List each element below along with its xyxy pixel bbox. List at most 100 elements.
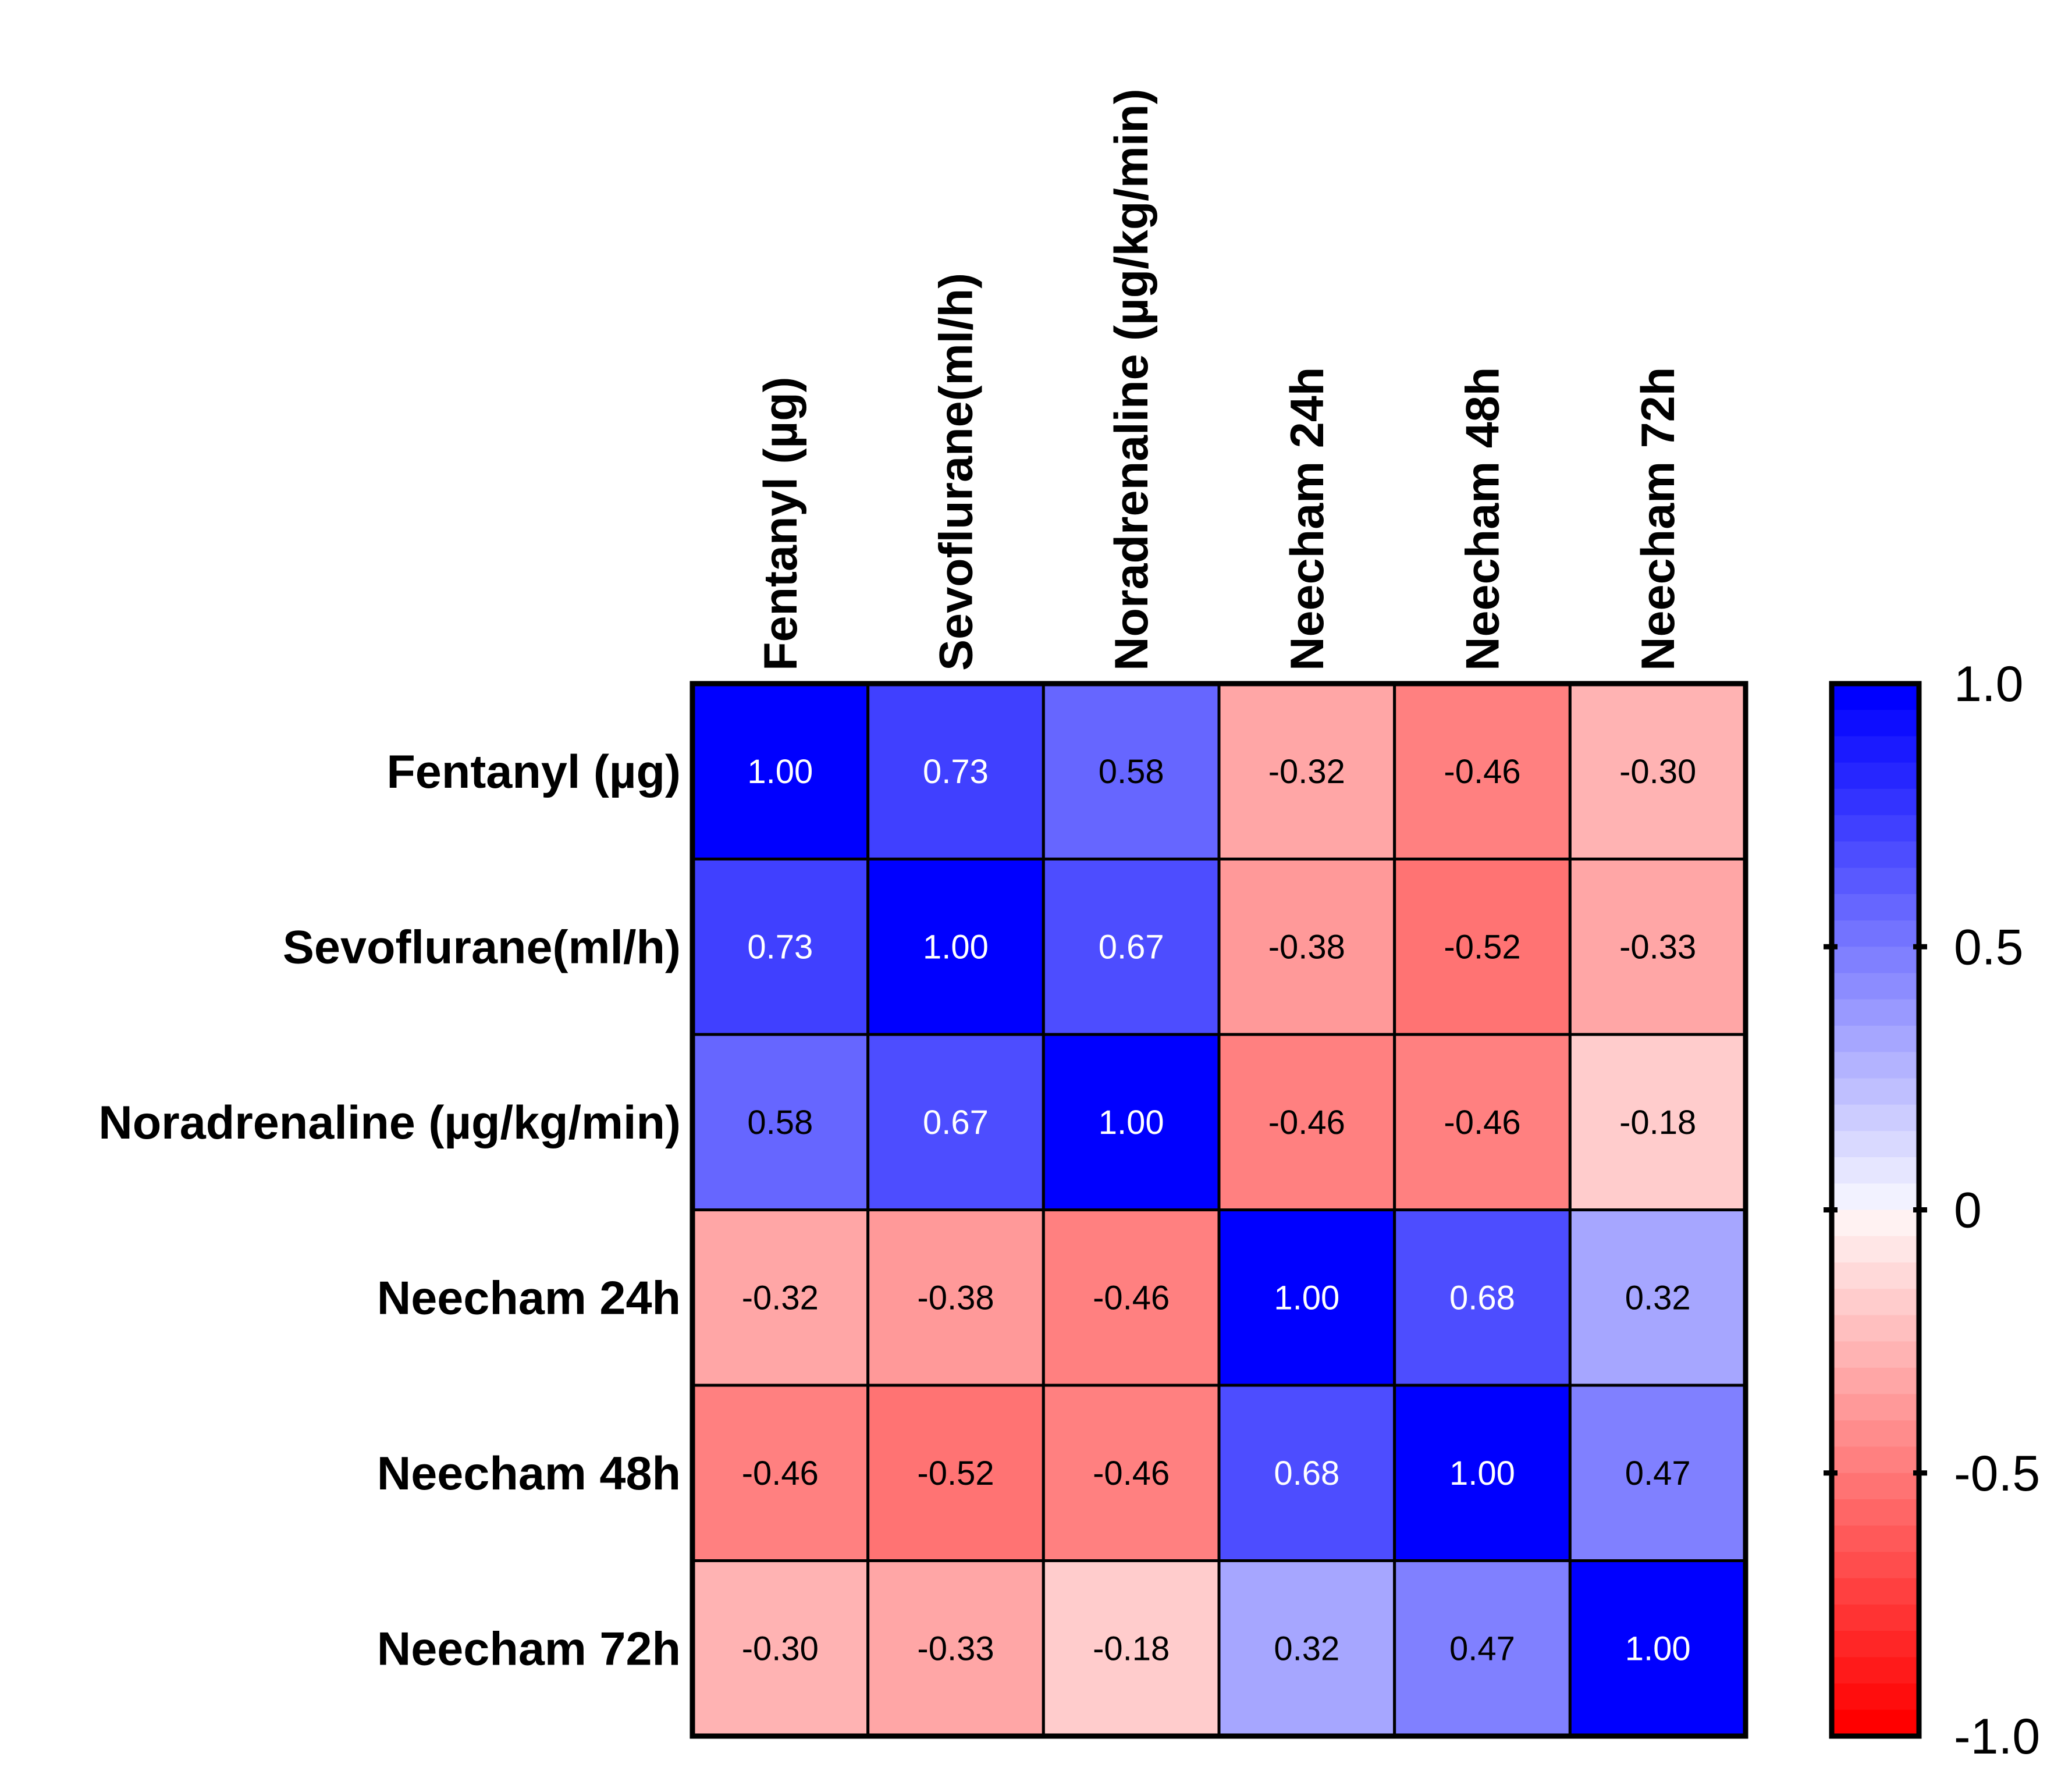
colorbar-ticks <box>1824 944 1927 1476</box>
colorbar-step <box>1832 1420 1919 1448</box>
colorbar-step <box>1832 1552 1919 1579</box>
heatmap-cell <box>866 1208 1045 1387</box>
heatmap-cell <box>691 1384 870 1562</box>
heatmap-cell-value: 0.73 <box>923 753 989 791</box>
heatmap-cell-value: -0.46 <box>1268 1104 1345 1141</box>
column-label: Neecham 48h <box>1457 367 1509 671</box>
colorbar-step <box>1832 1157 1919 1184</box>
heatmap-cell <box>1217 1033 1396 1211</box>
heatmap-cell <box>1042 1384 1221 1562</box>
colorbar-step <box>1832 1525 1919 1553</box>
heatmap-cell-value: -0.18 <box>1619 1104 1696 1141</box>
colorbar-step <box>1832 1183 1919 1211</box>
heatmap-cell-value: 0.47 <box>1625 1455 1691 1492</box>
column-labels: Fentanyl (µg) Sevoflurane(ml/h) Noradrenal… <box>755 88 1684 671</box>
heatmap-cell-value: -0.33 <box>917 1630 994 1667</box>
heatmap-cell <box>1568 682 1747 860</box>
heatmap-cell <box>1568 1559 1747 1738</box>
colorbar-step <box>1832 1025 1919 1052</box>
heatmap-cell <box>1217 858 1396 1036</box>
colorbar-step <box>1832 788 1919 816</box>
colorbar-tick-labels: 1.0 0.5 0 -0.5 -1.0 <box>1954 656 2040 1765</box>
row-label: Neecham 72h <box>377 1623 681 1675</box>
heatmap-cell <box>691 1208 870 1387</box>
colorbar-step <box>1832 1657 1919 1684</box>
heatmap-cell-value: 0.32 <box>1625 1279 1691 1317</box>
row-label: Neecham 24h <box>377 1272 681 1324</box>
heatmap-cell-value: -0.32 <box>742 1279 819 1317</box>
colorbar-step <box>1832 841 1919 869</box>
colorbar-step <box>1832 1210 1919 1237</box>
heatmap-cell-value: -0.18 <box>1093 1630 1170 1667</box>
heatmap-cell-value: 1.00 <box>1099 1104 1164 1141</box>
row-label: Noradrenaline (µg/kg/min) <box>98 1097 681 1149</box>
heatmap-cell-labels: 1.00 0.73 0.58 -0.32 -0.46 -0.30 0.73 1.00 0.67 -… <box>742 753 1697 1668</box>
colorbar-tick-label: 1.0 <box>1954 656 2024 712</box>
column-label: Fentanyl (µg) <box>755 376 807 671</box>
heatmap-cell-value: 1.00 <box>1449 1455 1515 1492</box>
colorbar-step <box>1832 1289 1919 1315</box>
heatmap-cell-value: 0.58 <box>1099 753 1164 791</box>
heatmap-cell <box>1568 858 1747 1036</box>
colorbar-step <box>1832 762 1919 790</box>
heatmap-cell-value: -0.32 <box>1268 753 1345 791</box>
heatmap-cell <box>1042 1208 1221 1387</box>
heatmap-cell <box>691 682 870 860</box>
heatmap-cell <box>866 682 1045 860</box>
colorbar-step <box>1832 1130 1919 1158</box>
colorbar-step <box>1832 947 1919 974</box>
column-label: Sevoflurane(ml/h) <box>930 273 983 671</box>
heatmap-frame <box>690 681 1748 1739</box>
heatmap-cell-value: -0.33 <box>1619 928 1696 966</box>
colorbar-step <box>1832 867 1919 895</box>
colorbar <box>1832 684 1919 1737</box>
column-label: Neecham 72h <box>1632 367 1684 671</box>
heatmap-cell-value: -0.38 <box>1268 928 1345 966</box>
colorbar-step <box>1832 1604 1919 1631</box>
heatmap-cell-value: -0.30 <box>1619 753 1696 791</box>
heatmap-cell-value: 0.68 <box>1274 1455 1339 1492</box>
colorbar-step <box>1832 1367 1919 1395</box>
heatmap-cell <box>1393 1033 1572 1211</box>
heatmap-cells <box>691 682 1747 1738</box>
colorbar-tick-label: 0.5 <box>1954 919 2024 975</box>
colorbar-tick-label: -1.0 <box>1954 1709 2040 1765</box>
colorbar-step <box>1832 973 1919 1000</box>
colorbar-step <box>1832 1262 1919 1289</box>
heatmap-cell-value: -0.46 <box>742 1455 819 1492</box>
row-labels: Fentanyl (µg) Sevoflurane(ml/h) Noradrenal… <box>98 746 681 1676</box>
column-label: Noradrenaline (µg/kg/min) <box>1106 88 1158 671</box>
colorbar-step <box>1832 1052 1919 1079</box>
colorbar-step <box>1832 1631 1919 1658</box>
heatmap-cell <box>691 1559 870 1738</box>
heatmap-cell-value: -0.46 <box>1444 753 1520 791</box>
colorbar-step <box>1832 815 1919 842</box>
heatmap-cell-value: -0.46 <box>1444 1104 1520 1141</box>
colorbar-step <box>1832 1236 1919 1263</box>
heatmap-cell-value: 1.00 <box>923 928 989 966</box>
colorbar-step <box>1832 999 1919 1026</box>
heatmap-cell-value: 0.73 <box>747 928 813 966</box>
heatmap-cell-value: 1.00 <box>747 753 813 791</box>
heatmap-cell <box>1393 1208 1572 1387</box>
heatmap-cell-value: 0.68 <box>1449 1279 1515 1317</box>
column-label: Neecham 24h <box>1281 367 1334 671</box>
heatmap-cell-value: -0.30 <box>742 1630 819 1667</box>
colorbar-step <box>1832 920 1919 947</box>
row-label: Sevoflurane(ml/h) <box>283 921 681 973</box>
colorbar-step <box>1832 1104 1919 1132</box>
heatmap-cell-value: 0.67 <box>923 1104 989 1141</box>
colorbar-step <box>1832 1683 1919 1710</box>
heatmap-cell <box>866 858 1045 1036</box>
colorbar-step <box>1832 1709 1919 1737</box>
colorbar-step <box>1832 710 1919 737</box>
row-label: Fentanyl (µg) <box>386 746 681 798</box>
heatmap-cell <box>1217 1384 1396 1562</box>
heatmap-cell-value: 0.32 <box>1274 1630 1339 1667</box>
colorbar-tick-label: -0.5 <box>1954 1446 2040 1502</box>
colorbar-step <box>1832 736 1919 763</box>
colorbar-step <box>1832 1078 1919 1105</box>
colorbar-step <box>1832 1578 1919 1605</box>
heatmap-cell-value: -0.46 <box>1093 1455 1170 1492</box>
